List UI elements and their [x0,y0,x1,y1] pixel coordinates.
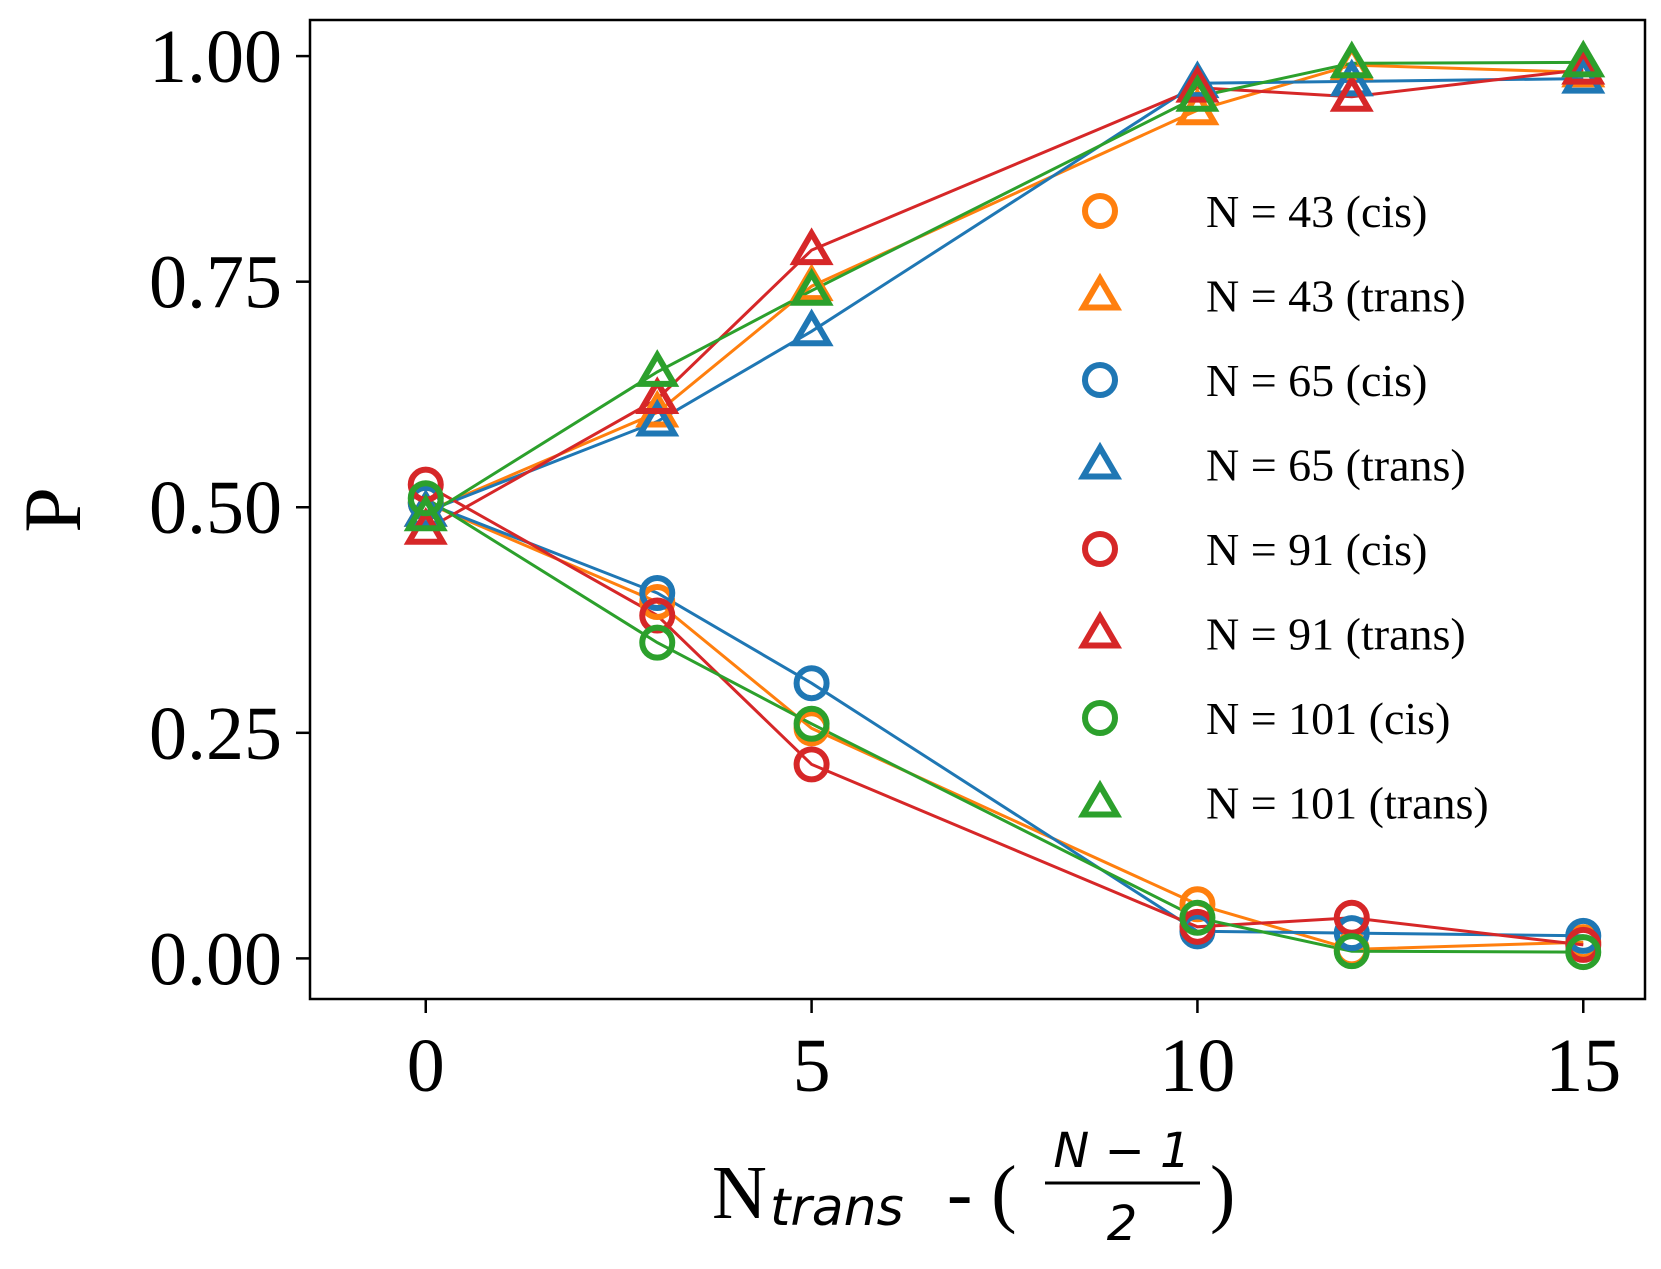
legend: N = 43 (cis) N = 43 (trans) N = 65 (cis) N … [1077,186,1489,829]
data-point [793,705,830,742]
plot-layer [403,39,1606,971]
series-line [425,63,1584,514]
data-point [1179,899,1216,936]
legend-marker [1077,272,1123,311]
data-point [1333,915,1370,952]
legend-entry-label: N = 43 (cis) [1206,186,1427,237]
legend-marker [1077,610,1123,649]
data-point [789,227,834,266]
data-point [793,665,830,702]
legend-marker [1077,441,1123,480]
data-point [635,398,680,437]
data-point [635,349,680,387]
series-line [425,496,1584,954]
x-axis-label-subscript: trans [770,1178,904,1238]
data-point [1329,73,1374,112]
legend-marker [1082,193,1118,229]
series-line [425,501,1584,951]
legend-marker [1082,362,1118,398]
data-point [1329,40,1374,79]
data-point [639,624,676,661]
y-tick-label: 0.00 [149,917,282,1001]
data-point [789,267,834,306]
data-point [789,308,834,347]
data-point [1333,899,1370,936]
series-line [425,77,1584,514]
x-axis-label-close: ) [1210,1151,1235,1235]
x-axis-label-separator: - ( [928,1151,1017,1235]
legend-marker [1082,531,1118,567]
x-tick-label: 15 [1545,1024,1621,1108]
legend-entry-label: N = 65 (cis) [1206,355,1427,406]
y-axis-label: P [7,487,98,533]
y-tick-label: 1.00 [149,15,282,99]
data-point [1565,934,1602,971]
x-axis-label-frac-numerator: N − 1 [1053,1123,1190,1179]
legend-entry-label: N = 91 (cis) [1206,524,1427,575]
ticks-layer: 0 5 10 15 0.00 0.25 0.50 0.75 1.00 [149,15,1621,1108]
x-axis-label-frac-denominator: 2 [1107,1196,1138,1252]
data-point [1561,39,1606,78]
legend-entry-label: N = 101 (trans) [1206,778,1489,829]
data-point [1175,64,1220,103]
x-tick-label: 0 [407,1024,445,1108]
data-point [1175,73,1220,112]
legend-marker [1082,700,1118,736]
series-line [425,60,1584,518]
data-point [1561,46,1606,85]
x-tick-label: 5 [793,1024,831,1108]
y-tick-label: 0.25 [149,692,282,776]
legend-entry-label: N = 101 (cis) [1206,693,1450,744]
x-axis-label: N trans - ( N − 1 2 ) [712,1123,1235,1252]
series-line [425,68,1584,532]
legend-marker [1077,779,1123,818]
data-point [1333,933,1370,970]
legend-entry-label: N = 91 (trans) [1206,609,1466,660]
series-line [425,483,1584,947]
data-point [1329,58,1374,97]
y-tick-label: 0.75 [149,241,282,325]
legend-entry-label: N = 43 (trans) [1206,271,1466,322]
y-tick-label: 0.50 [149,466,282,550]
x-tick-label: 10 [1159,1024,1235,1108]
data-point [639,574,676,611]
data-point [407,480,444,517]
data-point [635,376,680,414]
series-line [425,501,1584,938]
data-point [793,746,830,783]
legend-entry-label: N = 65 (trans) [1206,440,1466,491]
x-axis-label-base: N [712,1151,767,1235]
plot-frame [308,18,1647,1001]
